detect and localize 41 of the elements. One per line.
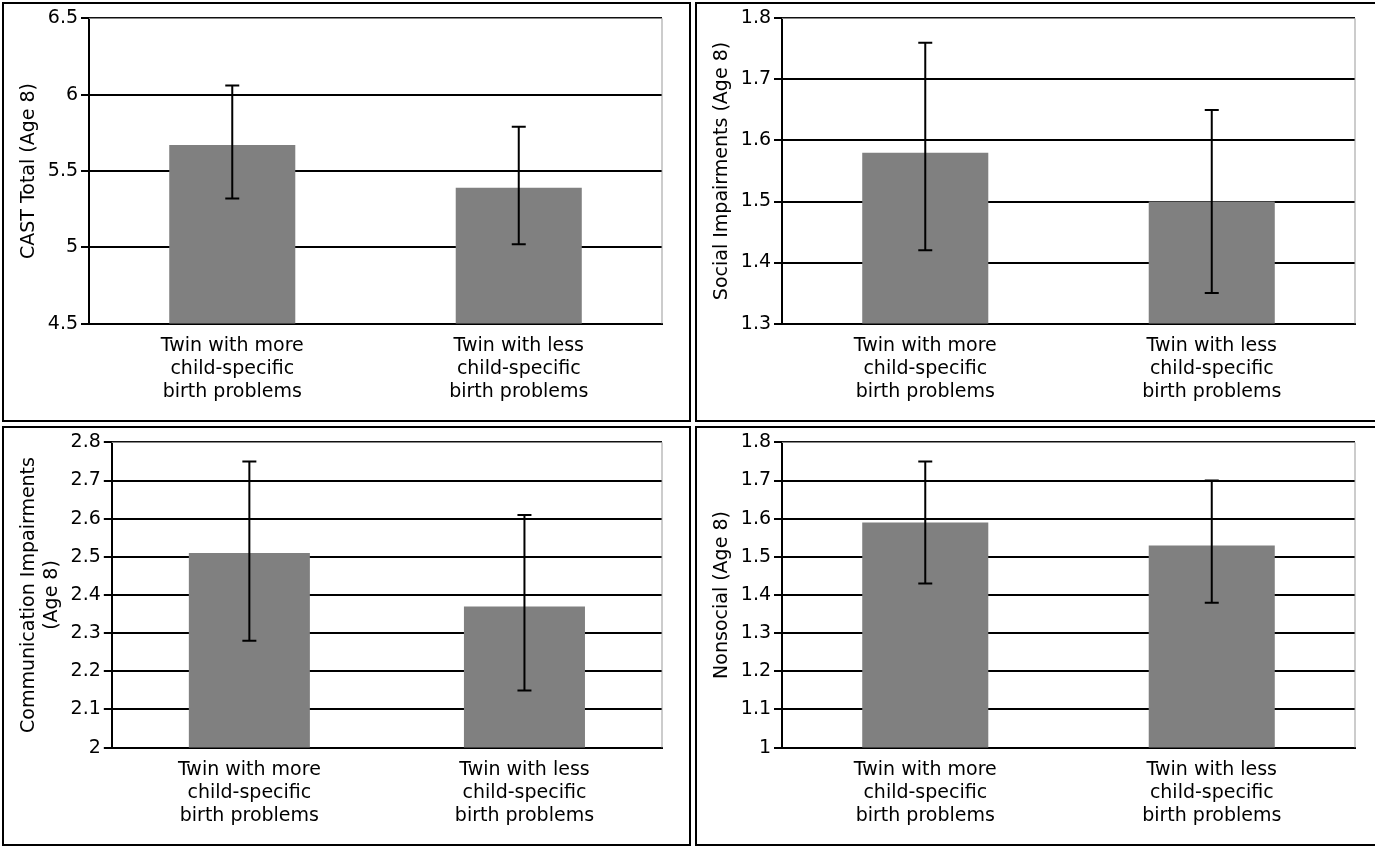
y-tick-label: 1.5 <box>740 543 772 566</box>
y-tick-label: 2.6 <box>70 505 101 528</box>
y-tick-label: 2.3 <box>70 620 101 643</box>
x-tick-label: Twin with more child-specific birth problems <box>852 332 997 401</box>
y-tick-label: 6.5 <box>47 5 79 28</box>
y-tick-label: 1.8 <box>740 5 772 28</box>
x-tick-label: Twin with more child-specific birth problems <box>176 756 321 825</box>
y-tick-label: 4.5 <box>47 310 79 333</box>
x-tick-label: Twin with more child-specific birth problems <box>159 332 304 401</box>
y-tick-label: 1.7 <box>740 66 772 89</box>
y-axis-title: Nonsocial (Age 8) <box>709 511 732 679</box>
y-tick-label: 2.1 <box>70 696 101 719</box>
x-tick-label: Twin with less child-specific birth problems <box>454 756 595 825</box>
y-tick-label: 1.4 <box>740 249 772 272</box>
y-tick-label: 2.7 <box>70 467 101 490</box>
y-axis-title: CAST Total (Age 8) <box>16 82 39 260</box>
y-tick-label: 1.6 <box>740 505 772 528</box>
y-tick-label: 2.5 <box>70 543 101 566</box>
y-tick-label: 5 <box>65 234 79 257</box>
y-tick-label: 1.7 <box>740 467 772 490</box>
x-tick-label: Twin with less child-specific birth problems <box>1142 332 1282 401</box>
y-axis-title: Communication Impairments (Age 8) <box>16 457 62 733</box>
y-tick-label: 1.3 <box>740 310 772 333</box>
y-tick-label: 1.5 <box>740 188 772 211</box>
y-tick-label: 6 <box>65 81 79 104</box>
y-tick-label: 2.2 <box>70 658 101 681</box>
y-tick-label: 5.5 <box>47 157 79 180</box>
x-tick-label: Twin with less child-specific birth problems <box>1142 756 1282 825</box>
x-tick-label: Twin with less child-specific birth problems <box>449 332 589 401</box>
y-tick-label: 2.8 <box>70 429 101 452</box>
y-tick-label: 1.2 <box>740 658 772 681</box>
y-tick-label: 2 <box>88 734 101 757</box>
y-tick-label: 1.6 <box>740 127 772 150</box>
y-tick-label: 1.3 <box>740 620 772 643</box>
x-tick-label: Twin with more child-specific birth problems <box>852 756 997 825</box>
y-tick-label: 1.8 <box>740 429 772 452</box>
y-tick-label: 1.4 <box>740 581 772 604</box>
y-axis-title: Social Impairments (Age 8) <box>709 41 732 301</box>
y-tick-label: 1.1 <box>740 696 772 719</box>
y-tick-label: 1 <box>758 734 772 757</box>
y-tick-label: 2.4 <box>70 581 101 604</box>
